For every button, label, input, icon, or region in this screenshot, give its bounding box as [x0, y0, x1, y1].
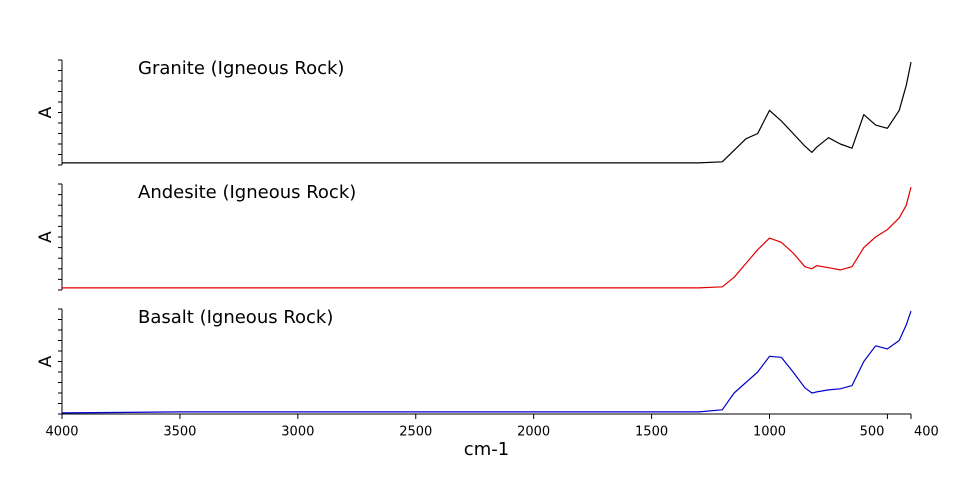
x-tick-label: 400 [914, 425, 939, 440]
panel-title: Andesite (Igneous Rock) [138, 182, 356, 203]
y-axis-label: A [36, 355, 56, 367]
x-axis-label: cm-1 [464, 439, 509, 460]
x-tick-label: 3500 [163, 425, 196, 440]
spectrum-line [62, 61, 912, 164]
x-tick-label: 2500 [399, 425, 432, 440]
spectrum-line [61, 310, 912, 414]
x-tick-label: 1500 [635, 425, 668, 440]
y-axis-label: A [36, 231, 56, 243]
y-axis-label: A [36, 106, 56, 118]
x-tick-label: 1000 [753, 425, 786, 440]
panel-title: Granite (Igneous Rock) [138, 58, 344, 79]
x-tick-label: 2000 [517, 425, 550, 440]
x-tick-label: 4000 [45, 425, 78, 440]
x-tick-label: 500 [860, 425, 885, 440]
panel-title: Basalt (Igneous Rock) [138, 307, 333, 328]
spectrum-line [62, 187, 912, 289]
x-tick-label: 3000 [281, 425, 314, 440]
